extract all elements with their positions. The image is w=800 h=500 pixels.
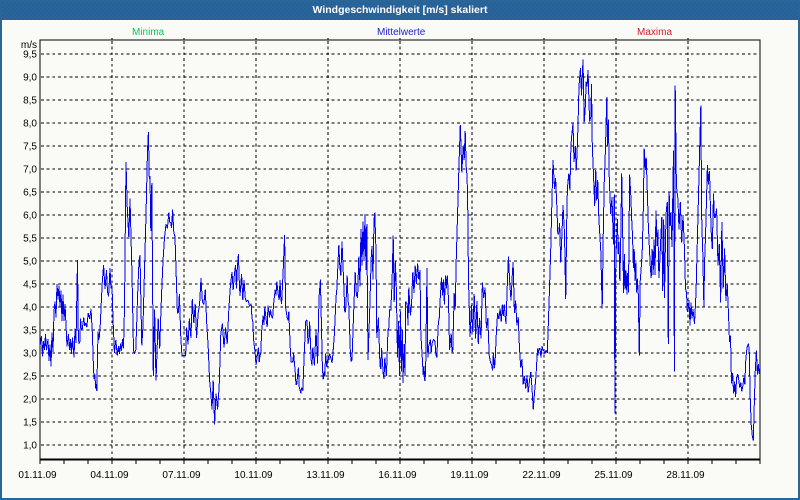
svg-text:8,5: 8,5 bbox=[23, 96, 37, 107]
svg-text:6,5: 6,5 bbox=[23, 188, 37, 199]
svg-text:01.11.09: 01.11.09 bbox=[18, 470, 57, 481]
svg-text:16.11.09: 16.11.09 bbox=[378, 470, 417, 481]
svg-text:28.11.09: 28.11.09 bbox=[666, 470, 705, 481]
svg-text:7,0: 7,0 bbox=[23, 165, 37, 176]
svg-text:07.11.09: 07.11.09 bbox=[162, 470, 201, 481]
svg-text:9,0: 9,0 bbox=[23, 73, 37, 84]
svg-text:5,5: 5,5 bbox=[23, 234, 37, 245]
svg-text:22.11.09: 22.11.09 bbox=[522, 470, 561, 481]
svg-text:25.11.09: 25.11.09 bbox=[594, 470, 633, 481]
svg-text:1,0: 1,0 bbox=[23, 441, 37, 452]
svg-text:6,0: 6,0 bbox=[23, 211, 37, 222]
svg-text:10.11.09: 10.11.09 bbox=[234, 470, 273, 481]
svg-text:19.11.09: 19.11.09 bbox=[450, 470, 489, 481]
svg-text:2,5: 2,5 bbox=[23, 372, 37, 383]
svg-text:3,5: 3,5 bbox=[23, 326, 37, 337]
svg-text:4,0: 4,0 bbox=[23, 303, 37, 314]
svg-text:7,5: 7,5 bbox=[23, 142, 37, 153]
svg-text:8,0: 8,0 bbox=[23, 119, 37, 130]
svg-text:1,5: 1,5 bbox=[23, 418, 37, 429]
svg-text:m/s: m/s bbox=[21, 40, 37, 51]
svg-text:04.11.09: 04.11.09 bbox=[90, 470, 129, 481]
svg-text:2,0: 2,0 bbox=[23, 395, 37, 406]
svg-text:13.11.09: 13.11.09 bbox=[306, 470, 345, 481]
svg-text:9,5: 9,5 bbox=[23, 50, 37, 61]
svg-text:3,0: 3,0 bbox=[23, 349, 37, 360]
svg-text:4,5: 4,5 bbox=[23, 280, 37, 291]
svg-text:5,0: 5,0 bbox=[23, 257, 37, 268]
